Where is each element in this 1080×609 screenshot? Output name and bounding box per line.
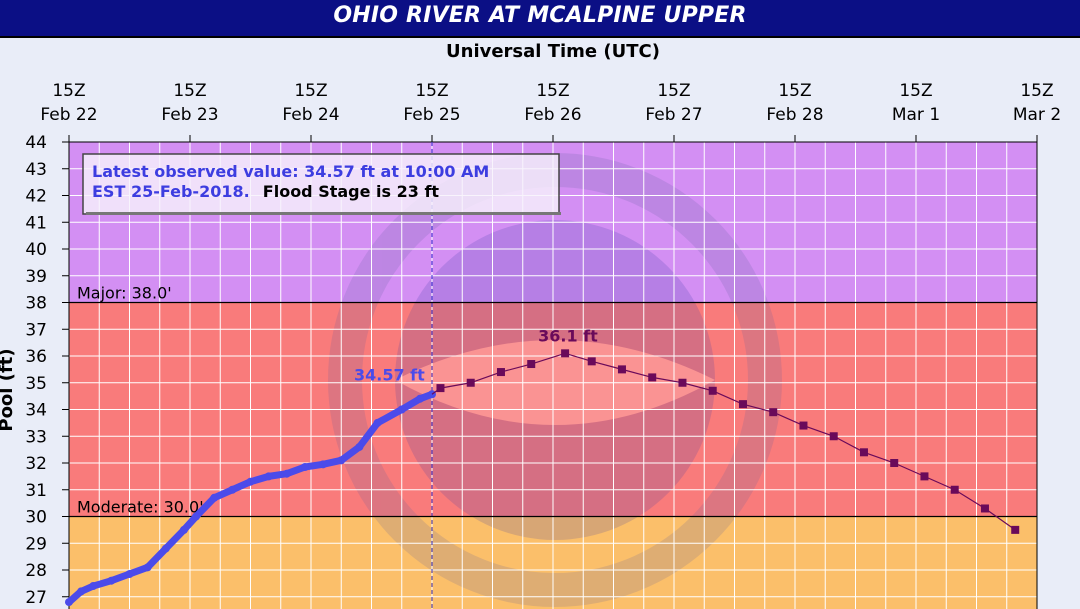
x-tick-label-date: Feb 23 bbox=[161, 105, 218, 125]
observed-point bbox=[373, 418, 382, 427]
observed-point bbox=[264, 472, 273, 481]
y-tick-label: 41 bbox=[25, 213, 47, 233]
x-tick-label-time: 15Z bbox=[415, 81, 448, 101]
forecast-point bbox=[496, 368, 505, 377]
y-tick-label: 27 bbox=[25, 588, 47, 608]
y-axis-title: Pool (ft) bbox=[0, 348, 17, 431]
y-tick-label: 28 bbox=[25, 561, 47, 581]
info-line-2-date: EST 25-Feb-2018. bbox=[92, 182, 250, 201]
x-tick-label-date: Feb 22 bbox=[40, 105, 97, 125]
observed-point bbox=[107, 576, 116, 585]
observed-point bbox=[179, 525, 188, 534]
observed-point bbox=[210, 493, 219, 502]
forecast-point bbox=[950, 485, 959, 494]
forecast-point bbox=[617, 365, 626, 374]
forecast-point bbox=[587, 357, 596, 366]
y-tick-label: 38 bbox=[25, 294, 47, 314]
forecast-point bbox=[678, 378, 687, 387]
info-line-1: Latest observed value: 34.57 ft at 10:00… bbox=[92, 162, 489, 181]
observed-point bbox=[192, 512, 201, 521]
observed-series-line bbox=[65, 390, 436, 606]
forecast-point bbox=[980, 504, 989, 513]
svg-text:EST 25-Feb-2018. Flood S: EST 25-Feb-2018. Flood Stage is 23 ft bbox=[92, 182, 439, 201]
info-line-2-flood-stage: Flood Stage is 23 ft bbox=[263, 182, 440, 201]
y-tick-label: 36 bbox=[25, 347, 47, 367]
y-tick-label: 34 bbox=[25, 401, 47, 421]
y-tick-label: 32 bbox=[25, 454, 47, 474]
x-tick-label-date: Feb 26 bbox=[524, 105, 581, 125]
y-tick-label: 30 bbox=[25, 508, 47, 528]
x-tick-label-date: Feb 24 bbox=[282, 105, 339, 125]
major-stage-label: Major: 38.0' bbox=[77, 284, 172, 303]
forecast-point bbox=[527, 360, 536, 369]
x-tick-label-time: 15Z bbox=[778, 81, 811, 101]
observed-point bbox=[89, 582, 98, 591]
y-tick-label: 39 bbox=[25, 267, 47, 287]
x-tick-label-date: Mar 2 bbox=[1013, 105, 1061, 125]
observed-point bbox=[282, 469, 291, 478]
observed-point bbox=[355, 442, 364, 451]
y-tick-label: 42 bbox=[25, 187, 47, 207]
chart-title-bar: OHIO RIVER AT MCALPINE UPPER bbox=[0, 0, 1080, 38]
x-axis-title: Universal Time (UTC) bbox=[446, 41, 660, 62]
forecast-point bbox=[648, 373, 657, 382]
forecast-point bbox=[561, 349, 570, 358]
forecast-crest-label: 36.1 ft bbox=[538, 326, 598, 345]
x-tick-label-time: 15Z bbox=[657, 81, 690, 101]
y-tick-label: 29 bbox=[25, 534, 47, 554]
forecast-point bbox=[890, 459, 899, 467]
observed-point bbox=[161, 544, 170, 553]
observed-point bbox=[65, 598, 73, 607]
forecast-point bbox=[466, 378, 475, 387]
forecast-point bbox=[1011, 525, 1020, 534]
x-tick-label-time: 15Z bbox=[899, 81, 932, 101]
forecast-point bbox=[859, 448, 868, 457]
y-tick-label: 43 bbox=[25, 160, 47, 180]
observed-point bbox=[337, 456, 346, 465]
forecast-point bbox=[799, 421, 808, 430]
y-tick-label: 40 bbox=[25, 240, 47, 260]
x-tick-label-time: 15Z bbox=[173, 81, 206, 101]
forecast-point bbox=[829, 432, 838, 441]
x-tick-label-date: Feb 28 bbox=[766, 105, 823, 125]
observed-point bbox=[319, 460, 328, 469]
observed-point bbox=[300, 463, 309, 472]
forecast-point bbox=[920, 472, 929, 481]
x-tick-label-date: Feb 27 bbox=[645, 105, 702, 125]
observed-point bbox=[246, 477, 255, 486]
x-tick-label-time: 15Z bbox=[294, 81, 327, 101]
forecast-point bbox=[769, 408, 778, 417]
x-tick-label-time: 15Z bbox=[1020, 81, 1053, 101]
y-tick-label: 33 bbox=[25, 427, 47, 447]
observed-point bbox=[143, 563, 152, 572]
x-tick-label-date: Feb 25 bbox=[403, 105, 460, 125]
y-tick-label: 35 bbox=[25, 374, 47, 394]
y-tick-label: 37 bbox=[25, 320, 47, 340]
y-tick-label: 44 bbox=[25, 133, 47, 153]
observed-point bbox=[228, 485, 237, 494]
moderate-stage-label: Moderate: 30.0' bbox=[77, 498, 204, 517]
observed-point bbox=[77, 587, 86, 596]
observed-peak-label: 34.57 ft bbox=[354, 365, 425, 384]
observed-point bbox=[397, 405, 406, 414]
forecast-point bbox=[708, 386, 717, 395]
y-tick-label: 31 bbox=[25, 481, 47, 501]
forecast-point bbox=[738, 400, 747, 409]
x-tick-label-date: Mar 1 bbox=[892, 105, 940, 125]
x-tick-label-time: 15Z bbox=[52, 81, 85, 101]
observed-point bbox=[415, 394, 424, 403]
chart-title: OHIO RIVER AT MCALPINE UPPER bbox=[333, 3, 747, 28]
forecast-point bbox=[436, 384, 445, 393]
latest-observation-box: Latest observed value: 34.57 ft at 10:00… bbox=[82, 153, 561, 215]
observed-point bbox=[125, 570, 134, 579]
x-tick-label-time: 15Z bbox=[536, 81, 569, 101]
